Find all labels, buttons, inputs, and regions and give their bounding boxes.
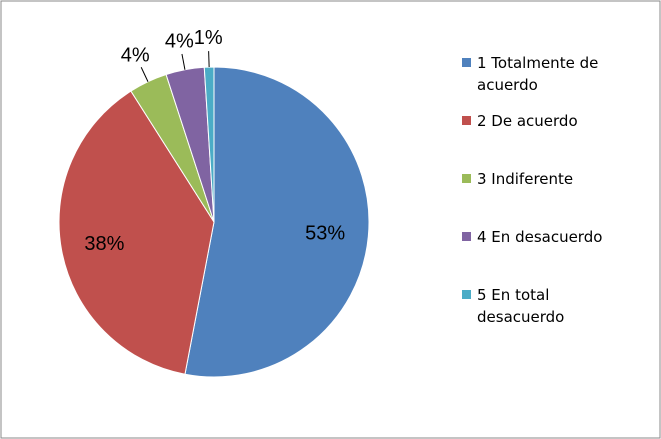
legend-swatch xyxy=(462,58,471,67)
pie-slice xyxy=(58,90,215,375)
pie-slice xyxy=(184,66,370,378)
legend-swatch xyxy=(462,116,471,125)
legend-label: 3 Indiferente xyxy=(477,170,574,188)
legend-item: 4 En desacuerdo xyxy=(462,226,632,248)
legend-item: 1 Totalmente de acuerdo xyxy=(462,52,632,96)
data-label: 53% xyxy=(305,223,345,245)
legend-swatch xyxy=(462,232,471,241)
legend-item: 5 En total desacuerdo xyxy=(462,284,632,328)
data-label: 4% xyxy=(121,45,150,67)
leader-line xyxy=(140,67,149,82)
data-label: 38% xyxy=(84,233,124,255)
legend-swatch xyxy=(462,290,471,299)
legend-item: 2 De acuerdo xyxy=(462,110,632,132)
leader-line xyxy=(181,53,186,70)
legend-label: 5 En total desacuerdo xyxy=(477,286,565,326)
legend-label: 1 Totalmente de acuerdo xyxy=(477,54,599,94)
legend-item: 3 Indiferente xyxy=(462,168,632,190)
data-label: 4% xyxy=(165,30,194,52)
leader-line xyxy=(208,51,210,68)
legend-label: 2 De acuerdo xyxy=(477,112,578,130)
pie-slice xyxy=(203,66,215,223)
legend-swatch xyxy=(462,174,471,183)
legend-label: 4 En desacuerdo xyxy=(477,228,603,246)
data-label: 1% xyxy=(194,27,223,49)
